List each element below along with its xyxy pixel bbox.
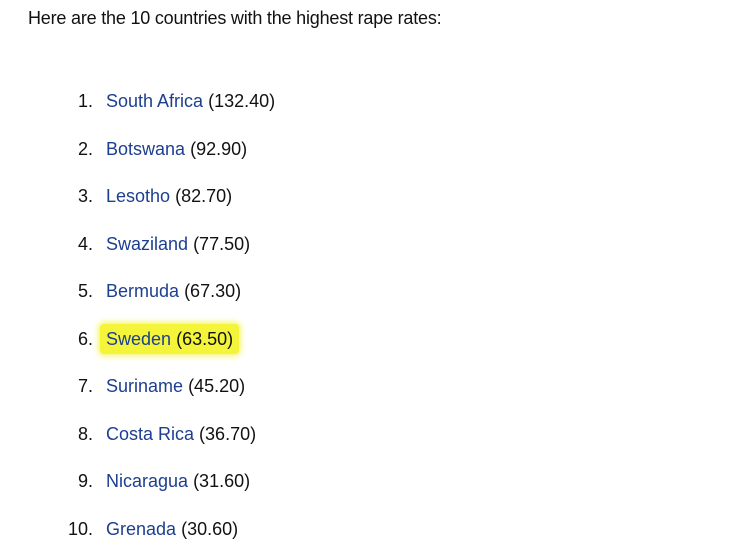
item-number: 8.: [77, 423, 93, 444]
item-number: 2.: [77, 138, 93, 159]
item-number: 7.: [77, 376, 93, 396]
country-name: Swaziland: [106, 233, 189, 254]
rate: (67.30): [184, 281, 242, 301]
item-entry: Costa Rica (36.70): [100, 419, 262, 449]
item-entry: Grenada (30.60): [100, 514, 244, 544]
item-entry: Bermuda (67.30): [100, 276, 247, 306]
item-entry: Botswana (92.90): [100, 134, 253, 164]
item-number: 9.: [77, 471, 93, 491]
item-number: 6.: [77, 328, 93, 349]
rate: (45.20): [188, 376, 246, 396]
list-item: 10. Grenada (30.60): [0, 514, 735, 544]
rate: (30.60): [181, 518, 239, 539]
item-entry: South Africa (132.40): [100, 86, 281, 116]
list-item: 2. Botswana (92.90): [0, 134, 735, 164]
rate: (63.50): [176, 328, 234, 349]
list-item: 3. Lesotho (82.70): [0, 181, 735, 211]
country-name: Costa Rica: [106, 423, 195, 444]
country-name: Botswana: [106, 138, 186, 159]
item-entry: Swaziland (77.50): [100, 229, 256, 259]
item-entry: Suriname (45.20): [100, 371, 251, 401]
item-number: 3.: [77, 186, 93, 206]
title: Here are the 10 countries with the highe…: [28, 8, 442, 28]
rate: (82.70): [175, 186, 233, 206]
item-number: 1.: [77, 91, 93, 111]
item-number: 4.: [77, 233, 93, 254]
country-name: Sweden: [106, 328, 172, 349]
rate: (132.40): [208, 91, 276, 111]
list-item: 7. Suriname (45.20): [0, 371, 735, 401]
item-entry: Nicaragua (31.60): [100, 466, 256, 496]
country-name: Bermuda: [106, 281, 180, 301]
item-number: 5.: [77, 281, 93, 301]
rate: (92.90): [190, 138, 248, 159]
item-entry: Lesotho (82.70): [100, 181, 238, 211]
list-item: 1. South Africa (132.40): [0, 86, 735, 116]
item-number: 10.: [67, 518, 93, 539]
country-name: South Africa: [106, 91, 204, 111]
list-item: 5. Bermuda (67.30): [0, 276, 735, 306]
list-item: 8. Costa Rica (36.70): [0, 419, 735, 449]
rate: (36.70): [199, 423, 257, 444]
country-name: Grenada: [106, 518, 177, 539]
rate: (31.60): [193, 471, 251, 491]
list-item: 6. Sweden (63.50): [0, 323, 735, 354]
list-item: 4. Swaziland (77.50): [0, 229, 735, 259]
country-name: Suriname: [106, 376, 184, 396]
country-name: Lesotho: [106, 186, 171, 206]
country-name: Nicaragua: [106, 471, 189, 491]
list-item: 9. Nicaragua (31.60): [0, 466, 735, 496]
rate: (77.50): [193, 233, 251, 254]
item-entry: Sweden (63.50): [100, 323, 240, 354]
